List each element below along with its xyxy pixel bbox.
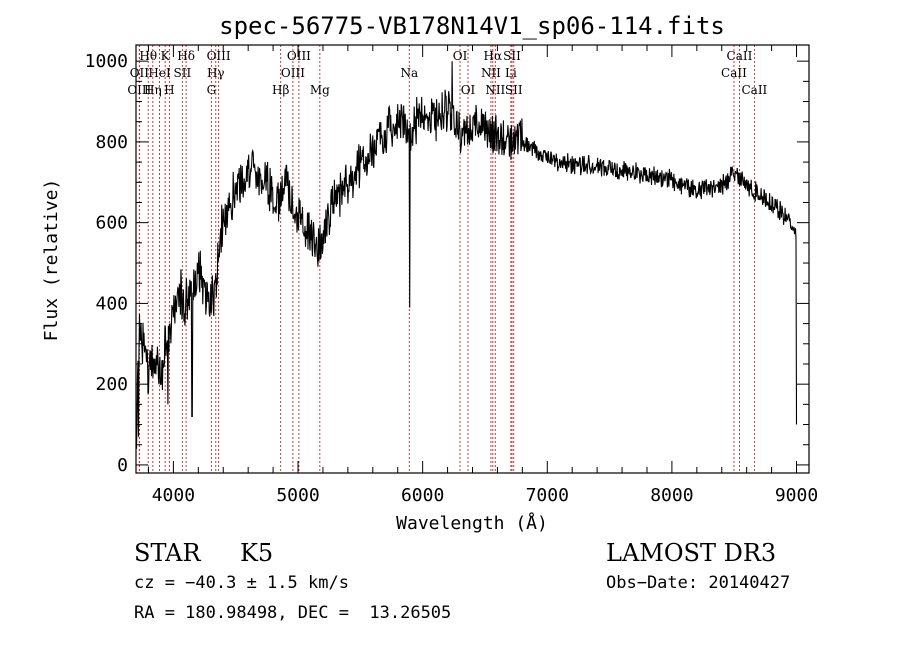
y-axis-label: Flux (relative) [41,179,62,342]
line-markers [138,45,755,473]
line-marker-label: Mg [310,83,330,97]
object-subclass: K5 [240,539,274,567]
line-marker-label: Hθ [139,49,157,63]
redshift-cz: cz = −40.3 ± 1.5 km/s [134,573,349,593]
x-axis-ticks: 4000 5000 6000 7000 8000 9000 [147,45,818,506]
x-tick-label: 5000 [276,485,319,506]
line-marker-label: NII [481,66,501,80]
line-marker-label: SII [503,49,521,63]
line-marker-label: HeI [148,66,171,80]
x-tick-label: 7000 [526,485,569,506]
line-marker-label: Hδ [177,49,195,63]
line-marker-label: CaII [727,49,753,63]
x-tick-label: 4000 [152,485,195,506]
line-marker-label: H [164,83,174,97]
survey-name: LAMOST DR3 [606,539,777,567]
line-marker-label: SII [174,66,192,80]
spectrum-line [135,61,798,449]
line-marker-label: OIII [281,66,305,80]
coordinates: RA = 180.98498, DEC = 13.26505 [134,603,452,623]
line-marker-label: CaII [741,83,767,97]
y-tick-label: 1000 [85,51,128,72]
plot-frame [135,44,810,474]
line-marker-label: Hα [484,49,503,63]
line-marker-label: K [161,49,171,63]
line-marker-label: OIII [207,49,231,63]
y-axis-ticks: 0 200 400 600 800 1000 [85,51,809,476]
line-marker-label: Hη [144,83,162,97]
y-tick-label: 200 [95,374,128,395]
chart-title: spec-56775-VB178N14V1_sp06-114.fits [219,12,725,40]
line-marker-label: CaII [721,66,747,80]
observation-date: Obs−Date: 20140427 [606,573,791,593]
x-tick-label: 9000 [775,485,818,506]
x-tick-label: 8000 [650,485,693,506]
line-marker-label: OIII [127,83,151,97]
line-marker-label: Na [400,66,418,80]
y-tick-label: 800 [95,132,128,153]
y-tick-label: 600 [95,213,128,234]
line-marker-label: OI [453,49,468,63]
line-marker-label: Hβ [272,83,289,97]
line-marker-label: G [207,83,217,97]
x-tick-label: 6000 [401,485,444,506]
line-marker-label: SII [505,83,523,97]
line-marker-label: Hγ [207,66,225,80]
line-marker-label: Li [505,66,517,80]
line-marker-label: NII [485,83,505,97]
line-marker-label: OII [130,66,150,80]
x-axis-label: Wavelength (Å) [396,512,548,534]
object-class: STAR [134,539,201,567]
y-tick-label: 0 [117,455,128,476]
line-marker-label: OIII [287,49,311,63]
line-marker-label: OI [461,83,476,97]
y-tick-label: 400 [95,293,128,314]
